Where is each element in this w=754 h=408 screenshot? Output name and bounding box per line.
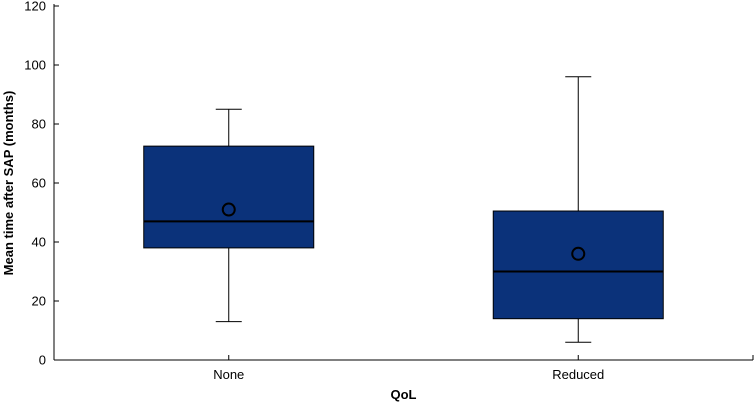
y-tick-label: 20: [32, 294, 46, 309]
y-tick-label: 60: [32, 176, 46, 191]
iqr-box: [492, 210, 664, 320]
y-tick-label: 40: [32, 235, 46, 250]
boxes: [143, 76, 664, 343]
y-tick-label: 0: [39, 353, 46, 368]
mean-marker: [221, 202, 236, 217]
x-tick-label: Reduced: [552, 367, 604, 382]
x-axis-title: QoL: [391, 387, 417, 402]
box-none: [143, 108, 315, 323]
y-tick-label: 120: [24, 0, 46, 14]
y-axis-title: Mean time after SAP (months): [1, 91, 16, 276]
iqr-box: [143, 145, 315, 249]
axes: 0 20 40 60 80 100 120 None Reduced: [24, 0, 754, 382]
x-tick-label: None: [213, 367, 244, 382]
box-reduced: [492, 76, 664, 343]
y-tick-label: 80: [32, 117, 46, 132]
y-tick-label: 100: [24, 58, 46, 73]
mean-marker: [571, 246, 586, 261]
